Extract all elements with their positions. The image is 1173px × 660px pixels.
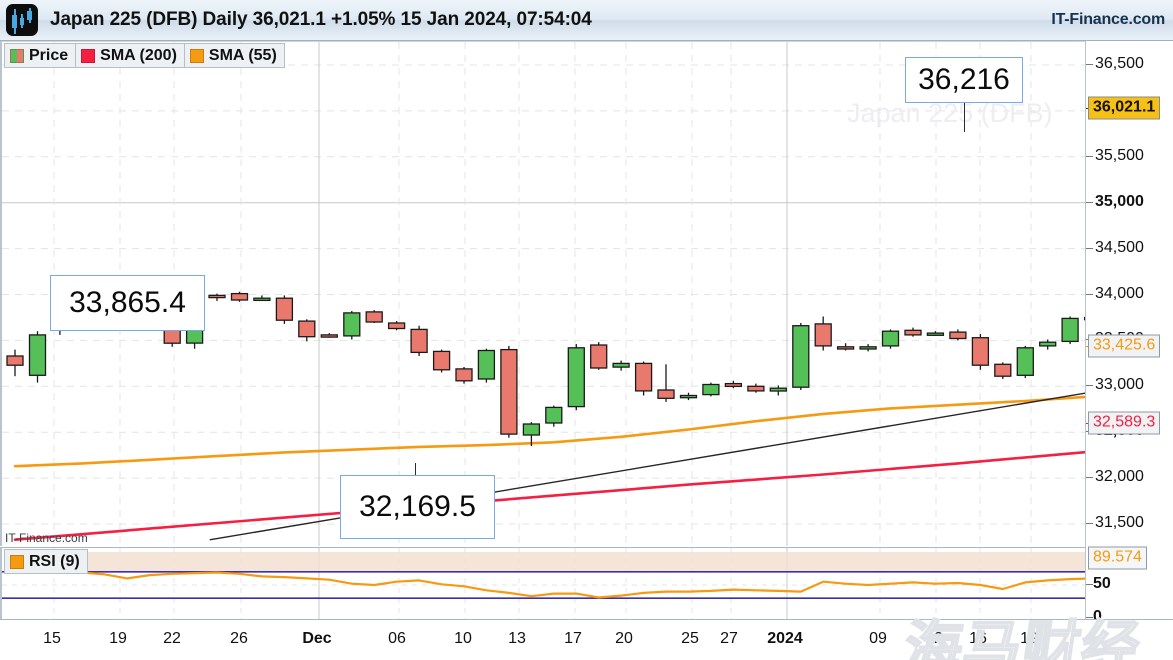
- rsi-color-swatch: [10, 554, 24, 569]
- rsi-legend: RSI (9): [4, 549, 88, 574]
- price-plot-svg: [2, 42, 1085, 546]
- legend-color-swatch: [189, 48, 204, 63]
- brand-label: IT-Finance.com: [1051, 11, 1165, 28]
- date-axis-tick: 17: [564, 630, 582, 647]
- date-axis-tick: 2024: [767, 630, 803, 647]
- legend-color-swatch: [81, 48, 96, 63]
- instrument-watermark: Japan 225 (DFB): [847, 98, 1053, 128]
- axis-tick-mark: [1086, 385, 1093, 387]
- rsi-plot-svg: [2, 548, 1085, 619]
- axis-tick-mark: [1086, 293, 1093, 295]
- legend-item-sma-55[interactable]: SMA (55): [183, 43, 285, 68]
- price-axis-tick: 35,000: [1095, 192, 1144, 210]
- axis-tick-mark: [1086, 584, 1093, 585]
- axis-tick-mark: [1086, 617, 1093, 618]
- annotation-pointer: [415, 463, 416, 475]
- legend-item-label: SMA (55): [208, 46, 277, 64]
- price-annotation-high[interactable]: 36,216: [905, 57, 1023, 103]
- candle-series: [6, 291, 1085, 446]
- rsi-axis-tick: 50: [1093, 575, 1111, 592]
- price-axis-tick: 34,500: [1095, 238, 1144, 256]
- date-axis-tick: 27: [720, 630, 738, 647]
- price-annotation-swing[interactable]: 33,865.4: [50, 275, 205, 331]
- date-axis-tick: 25: [681, 630, 699, 647]
- date-axis-tick: 12: [925, 630, 943, 647]
- legend-item-rsi[interactable]: RSI (9): [4, 549, 88, 574]
- date-axis-tick: 19: [109, 630, 127, 647]
- axis-tick-mark: [1086, 477, 1093, 479]
- provider-watermark: IT-Finance.com: [5, 531, 88, 545]
- price-legend: Price SMA (200) SMA (55): [4, 43, 285, 68]
- date-axis-tick: 19: [1020, 630, 1038, 647]
- date-axis-tick: 09: [869, 630, 887, 647]
- legend-color-swatch: [10, 48, 24, 63]
- axis-tick-mark: [1086, 155, 1093, 157]
- date-axis-tick: 16: [969, 630, 987, 647]
- price-axis-tick: 32,000: [1095, 468, 1144, 486]
- date-axis-tick: 06: [388, 630, 406, 647]
- legend-item-sma-200[interactable]: SMA (200): [75, 43, 185, 68]
- cn-brand-watermark: 海马财经: [899, 615, 1146, 660]
- price-axis[interactable]: 36,50035,50035,00034,50034,00033,50033,0…: [1085, 41, 1173, 625]
- rsi-pane[interactable]: RSI (9): [0, 547, 1085, 619]
- price-annotation-low[interactable]: 32,169.5: [340, 475, 495, 539]
- chart-area: Japan 225 (DFB) IT-Finance.com Price SMA …: [0, 41, 1173, 660]
- title-bar: Japan 225 (DFB) Daily 36,021.1 +1.05% 15…: [0, 0, 1173, 41]
- axis-tick-mark: [1086, 523, 1093, 524]
- price-axis-tick: 35,500: [1095, 146, 1144, 164]
- date-axis-tick: 13: [508, 630, 526, 647]
- date-axis[interactable]: 15 19 22 26 Dec 06 10 13 17 20 25 27 2024 09 12 16 19: [0, 619, 1173, 660]
- axis-tick-mark: [1086, 201, 1093, 203]
- date-axis-tick: 20: [615, 630, 633, 647]
- date-axis-tick: Dec: [302, 630, 332, 647]
- price-pane[interactable]: Japan 225 (DFB) IT-Finance.com Price SMA …: [0, 41, 1085, 546]
- annotation-pointer: [964, 103, 965, 132]
- date-axis-tick: 10: [454, 630, 472, 647]
- indicator-value-label-sma55[interactable]: 33,425.6: [1088, 334, 1161, 358]
- candlestick-logo-icon: [6, 4, 38, 36]
- legend-item-price[interactable]: Price: [4, 43, 77, 68]
- page-title: Japan 225 (DFB) Daily 36,021.1 +1.05% 15…: [50, 9, 592, 30]
- price-axis-tick: 34,000: [1095, 284, 1144, 302]
- indicator-value-label-sma200[interactable]: 32,589.3: [1088, 411, 1161, 435]
- last-price-label[interactable]: 36,021.1: [1088, 96, 1161, 120]
- legend-item-label: Price: [29, 46, 69, 64]
- axis-tick-mark: [1086, 247, 1093, 249]
- date-axis-tick: 22: [163, 630, 181, 647]
- rsi-legend-label: RSI (9): [29, 552, 80, 570]
- rsi-axis-tick: 0: [1093, 608, 1102, 625]
- date-axis-tick: 15: [43, 630, 61, 647]
- price-axis-tick: 36,500: [1095, 55, 1144, 72]
- axis-tick-mark: [1086, 64, 1093, 65]
- rsi-value-label[interactable]: 89.574: [1088, 546, 1147, 570]
- date-axis-tick: 26: [230, 630, 248, 647]
- price-axis-tick: 33,000: [1095, 376, 1144, 394]
- price-axis-tick: 31,500: [1095, 514, 1144, 531]
- legend-item-label: SMA (200): [100, 46, 177, 64]
